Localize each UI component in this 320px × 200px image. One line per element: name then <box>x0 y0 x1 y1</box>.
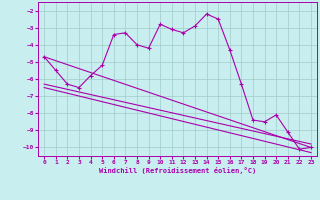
X-axis label: Windchill (Refroidissement éolien,°C): Windchill (Refroidissement éolien,°C) <box>99 167 256 174</box>
